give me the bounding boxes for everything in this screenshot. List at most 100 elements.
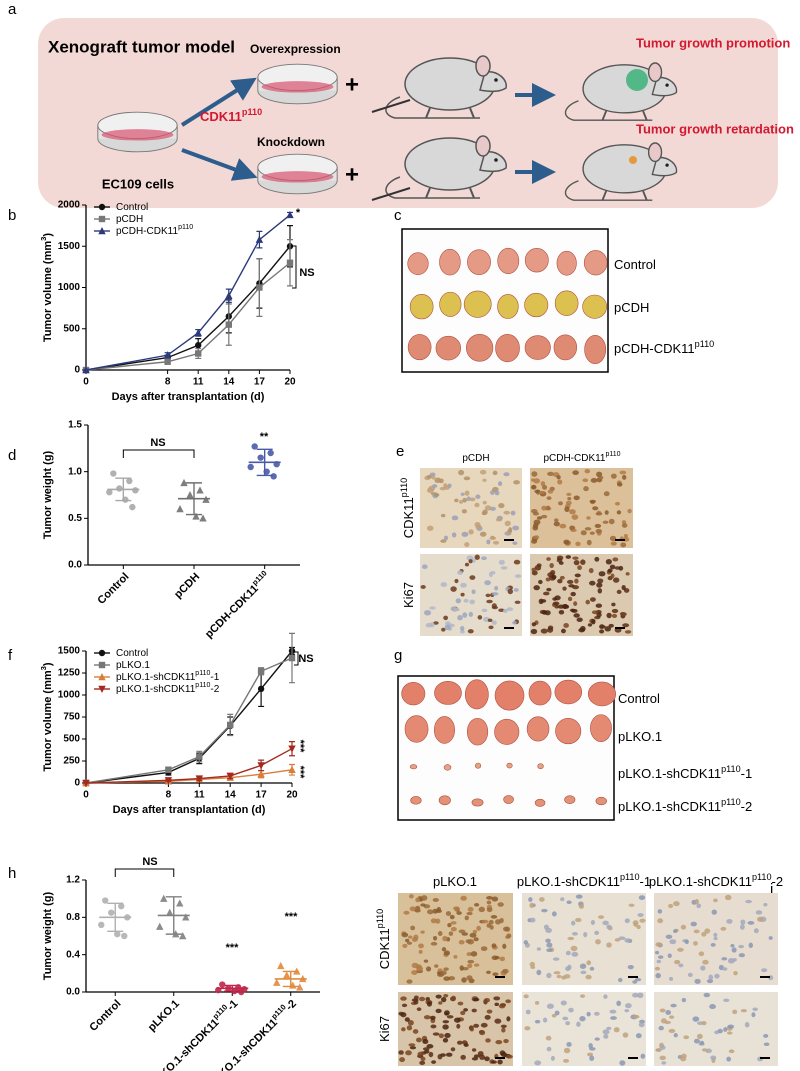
nucleus (713, 936, 718, 941)
nucleus (572, 556, 579, 560)
nucleus (606, 924, 612, 930)
marker (108, 909, 115, 916)
nucleus (609, 535, 617, 542)
marker (257, 685, 265, 693)
nucleus (726, 1056, 732, 1062)
nucleus (545, 938, 551, 943)
sd-bar (282, 970, 299, 988)
marker (257, 770, 265, 778)
column-label: pLKO.1-shCDK11p110-1 (517, 872, 651, 889)
text-part: -2 (772, 874, 784, 889)
nucleus (562, 1016, 569, 1021)
dish (257, 63, 338, 105)
marker (247, 463, 254, 471)
marker (164, 777, 173, 785)
nucleus (437, 1053, 443, 1060)
nucleus (455, 598, 462, 604)
nucleus (459, 965, 464, 971)
text-part: Control (116, 648, 148, 659)
nucleus (726, 918, 733, 924)
nucleus (429, 472, 436, 477)
nucleus (717, 1028, 723, 1034)
nucleus (399, 1057, 406, 1063)
nucleus (683, 1035, 690, 1040)
ihc-image (522, 992, 646, 1066)
nucleus (692, 1016, 700, 1022)
nucleus (478, 906, 486, 913)
nucleus (566, 492, 572, 496)
bracket (292, 245, 297, 289)
nucleus (435, 1008, 442, 1014)
nucleus (540, 628, 548, 634)
nucleus (541, 505, 547, 511)
nucleus (698, 951, 705, 957)
nucleus (474, 554, 480, 560)
nucleus (449, 914, 455, 920)
nucleus (412, 1029, 419, 1034)
nucleus (732, 957, 737, 962)
nucleus (443, 1010, 450, 1016)
nucleus (585, 974, 592, 980)
nucleus (611, 602, 616, 607)
series-line (85, 262, 291, 371)
nucleus (405, 1050, 412, 1056)
nucleus (469, 497, 476, 502)
nucleus (659, 1008, 666, 1013)
nucleus (610, 573, 615, 579)
nucleus (475, 524, 482, 529)
nucleus (468, 529, 474, 535)
tumor (554, 290, 579, 316)
nucleus (571, 514, 579, 520)
nucleus (579, 963, 587, 969)
nucleus (406, 941, 413, 945)
nucleus (512, 541, 518, 545)
nucleus (570, 591, 576, 597)
nucleus (530, 965, 536, 970)
series-line (85, 650, 293, 784)
nucleus (558, 501, 563, 506)
nucleus (498, 502, 505, 509)
nucleus (417, 1051, 424, 1057)
photo-label: Control (614, 257, 656, 272)
nucleus (457, 1001, 464, 1006)
annotation: NS (142, 856, 157, 868)
nucleus (411, 970, 418, 975)
plus: + (345, 161, 359, 188)
nucleus (495, 518, 503, 522)
marker (156, 922, 164, 930)
nucleus (709, 1004, 716, 1010)
nucleus (625, 572, 630, 576)
nucleus (506, 1016, 511, 1022)
nucleus (541, 908, 548, 913)
nucleus (435, 994, 442, 999)
text-part: pLKO.1-shCDK11 (116, 672, 196, 683)
nucleus (595, 528, 603, 534)
nucleus (401, 1003, 408, 1008)
nucleus (578, 904, 585, 909)
marker (114, 930, 121, 938)
nucleus (592, 506, 599, 511)
knockdown-label: Knockdown (257, 135, 325, 149)
nucleus (665, 934, 673, 939)
nucleus (693, 1038, 700, 1044)
nucleus (612, 577, 620, 583)
nucleus (632, 980, 638, 984)
marker (195, 350, 202, 357)
nucleus (545, 1035, 552, 1041)
nucleus (473, 963, 480, 967)
nucleus (604, 510, 609, 515)
nucleus (570, 945, 578, 952)
nucleus (524, 1026, 531, 1031)
nucleus (491, 606, 498, 610)
nucleus (534, 1019, 541, 1024)
nucleus (473, 1023, 480, 1028)
marker (163, 351, 172, 359)
nucleus (674, 959, 681, 965)
nucleus (480, 946, 488, 952)
nucleus (466, 555, 474, 561)
nucleus (435, 909, 442, 914)
y-tick-label: 1000 (58, 282, 81, 293)
nucleus (565, 950, 571, 956)
nucleus (461, 977, 467, 983)
tumor (434, 680, 462, 705)
